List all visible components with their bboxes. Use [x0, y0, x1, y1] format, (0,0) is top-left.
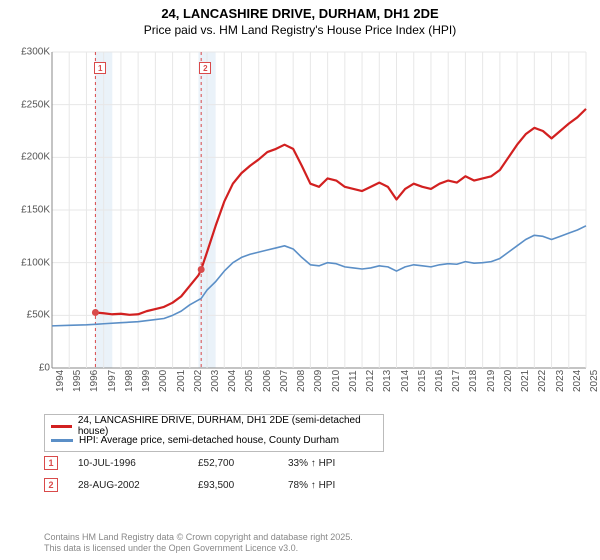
x-tick-label: 2010 — [331, 370, 342, 392]
marker-number-box: 2 — [44, 478, 58, 492]
legend-row: HPI: Average price, semi-detached house,… — [51, 433, 377, 447]
x-tick-label: 2008 — [296, 370, 307, 392]
marker-row: 1 10-JUL-1996 £52,700 33% ↑ HPI — [44, 452, 388, 474]
x-tick-label: 2013 — [382, 370, 393, 392]
legend-swatch — [51, 425, 72, 428]
x-tick-label: 1998 — [124, 370, 135, 392]
footnote: Contains HM Land Registry data © Crown c… — [44, 532, 353, 555]
y-tick-label: £200K — [10, 152, 50, 163]
x-tick-label: 1997 — [107, 370, 118, 392]
marker-number-box: 1 — [44, 456, 58, 470]
x-tick-label: 2007 — [279, 370, 290, 392]
x-tick-label: 2019 — [486, 370, 497, 392]
x-tick-label: 2020 — [503, 370, 514, 392]
marker-price: £52,700 — [198, 458, 288, 469]
x-tick-label: 2023 — [555, 370, 566, 392]
marker-table: 1 10-JUL-1996 £52,700 33% ↑ HPI 2 28-AUG… — [44, 452, 388, 496]
marker-pct: 78% ↑ HPI — [288, 480, 388, 491]
x-tick-label: 2004 — [227, 370, 238, 392]
y-tick-label: £250K — [10, 99, 50, 110]
plot-marker-box: 2 — [199, 62, 211, 74]
marker-date: 10-JUL-1996 — [78, 458, 198, 469]
y-tick-label: £50K — [10, 310, 50, 321]
x-tick-label: 2005 — [244, 370, 255, 392]
x-tick-label: 2022 — [537, 370, 548, 392]
plot-area: 12 — [52, 52, 586, 368]
y-tick-label: £150K — [10, 205, 50, 216]
footnote-line: This data is licensed under the Open Gov… — [44, 543, 353, 554]
legend-row: 24, LANCASHIRE DRIVE, DURHAM, DH1 2DE (s… — [51, 419, 377, 433]
x-tick-label: 2001 — [176, 370, 187, 392]
legend-label: HPI: Average price, semi-detached house,… — [79, 435, 339, 446]
x-tick-label: 2025 — [589, 370, 600, 392]
x-tick-label: 2024 — [572, 370, 583, 392]
plot-svg — [52, 52, 586, 368]
y-tick-label: £0 — [10, 363, 50, 374]
x-tick-label: 2014 — [400, 370, 411, 392]
x-tick-label: 2003 — [210, 370, 221, 392]
x-tick-label: 2000 — [158, 370, 169, 392]
chart-title-block: 24, LANCASHIRE DRIVE, DURHAM, DH1 2DE Pr… — [0, 0, 600, 37]
chart-container: £0£50K£100K£150K£200K£250K£300K 12 19941… — [10, 48, 590, 408]
x-tick-label: 2018 — [468, 370, 479, 392]
x-tick-label: 2006 — [262, 370, 273, 392]
legend: 24, LANCASHIRE DRIVE, DURHAM, DH1 2DE (s… — [44, 414, 384, 452]
x-tick-label: 2016 — [434, 370, 445, 392]
marker-pct: 33% ↑ HPI — [288, 458, 388, 469]
x-tick-label: 1996 — [89, 370, 100, 392]
x-tick-label: 2002 — [193, 370, 204, 392]
x-tick-label: 2017 — [451, 370, 462, 392]
x-tick-label: 2015 — [417, 370, 428, 392]
x-tick-label: 1994 — [55, 370, 66, 392]
legend-swatch — [51, 439, 73, 442]
plot-marker-box: 1 — [94, 62, 106, 74]
x-tick-label: 1995 — [72, 370, 83, 392]
marker-date: 28-AUG-2002 — [78, 480, 198, 491]
title-line-1: 24, LANCASHIRE DRIVE, DURHAM, DH1 2DE — [0, 6, 600, 21]
x-tick-label: 2021 — [520, 370, 531, 392]
footnote-line: Contains HM Land Registry data © Crown c… — [44, 532, 353, 543]
marker-price: £93,500 — [198, 480, 288, 491]
title-line-2: Price paid vs. HM Land Registry's House … — [0, 23, 600, 37]
y-tick-label: £100K — [10, 257, 50, 268]
x-tick-label: 2011 — [348, 370, 359, 392]
x-tick-label: 2012 — [365, 370, 376, 392]
marker-row: 2 28-AUG-2002 £93,500 78% ↑ HPI — [44, 474, 388, 496]
y-tick-label: £300K — [10, 47, 50, 58]
x-tick-label: 1999 — [141, 370, 152, 392]
x-tick-label: 2009 — [313, 370, 324, 392]
